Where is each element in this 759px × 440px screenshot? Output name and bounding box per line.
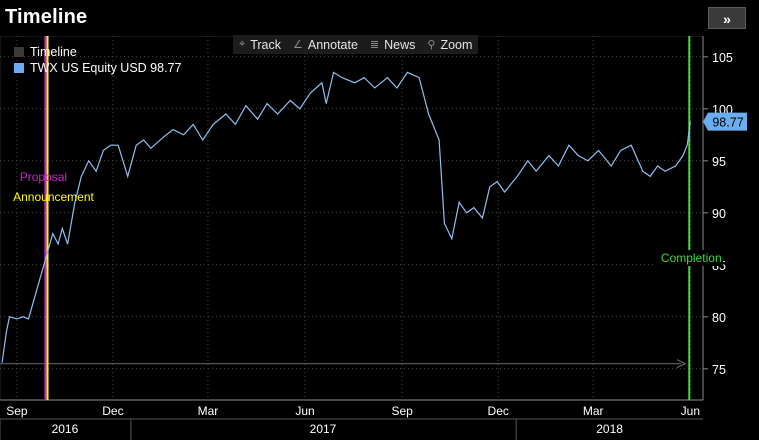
x-tick-label: Mar [583, 404, 604, 418]
y-tick-label: 105 [712, 51, 733, 65]
track-label: Track [250, 37, 281, 52]
window-title: Timeline [5, 6, 88, 28]
x-tick-label: Dec [488, 404, 509, 418]
last-price-label: 98.77 [712, 116, 743, 130]
x-year-label: 2018 [596, 422, 623, 436]
plot-frame [0, 35, 704, 401]
last-price-tag [703, 112, 747, 131]
legend-swatch [14, 63, 24, 73]
legend-item-twx[interactable]: TWX US Equity USD 98.77 [14, 60, 181, 76]
expand-button[interactable]: » [708, 7, 746, 29]
price-series-line [1, 71, 691, 363]
x-tick-label: Jun [295, 404, 314, 418]
y-tick-label: 90 [712, 207, 726, 221]
x-tick-label: Sep [391, 404, 413, 418]
news-icon: ≣ [369, 39, 380, 51]
x-year-label: 2016 [52, 422, 79, 436]
title-bar: Timeline » [0, 0, 759, 36]
event-label-proposal: Proposal [20, 170, 67, 184]
x-tick-label: Jun [681, 404, 700, 418]
zoom-label: Zoom [440, 37, 473, 52]
y-tick-label: 95 [712, 155, 726, 169]
y-tick-label: 80 [712, 311, 726, 325]
annotate-button[interactable]: ∠ Annotate [287, 35, 364, 54]
annotate-label: Annotate [307, 37, 358, 52]
x-tick-label: Mar [198, 404, 219, 418]
legend-label: TWX US Equity USD 98.77 [30, 61, 182, 75]
x-year-label: 2017 [310, 422, 337, 436]
track-button[interactable]: ⌖ Track [233, 35, 287, 54]
magnifier-icon: ⚲ [427, 39, 436, 51]
x-tick-label: Dec [102, 404, 123, 418]
news-button[interactable]: ≣ News [364, 35, 421, 54]
legend-item-timeline[interactable]: Timeline [14, 44, 181, 60]
event-label-bg [655, 250, 724, 266]
chart-legend: Timeline TWX US Equity USD 98.77 [14, 44, 181, 76]
news-label: News [384, 37, 416, 52]
legend-swatch [14, 47, 24, 57]
reference-arrow-icon [676, 359, 687, 369]
zoom-button[interactable]: ⚲ Zoom [421, 35, 478, 54]
double-chevron-right-icon: » [723, 11, 731, 27]
chart-toolbar: ⌖ Track ∠ Annotate ≣ News ⚲ Zoom [233, 35, 479, 54]
event-label-completion: Completion [661, 251, 722, 265]
x-tick-label: Sep [6, 404, 28, 418]
y-tick-label: 75 [712, 363, 726, 377]
pencil-icon: ∠ [293, 39, 303, 51]
legend-label: Timeline [30, 45, 77, 59]
crosshair-icon: ⌖ [239, 38, 246, 50]
event-label-announcement: Announcement [13, 190, 94, 204]
